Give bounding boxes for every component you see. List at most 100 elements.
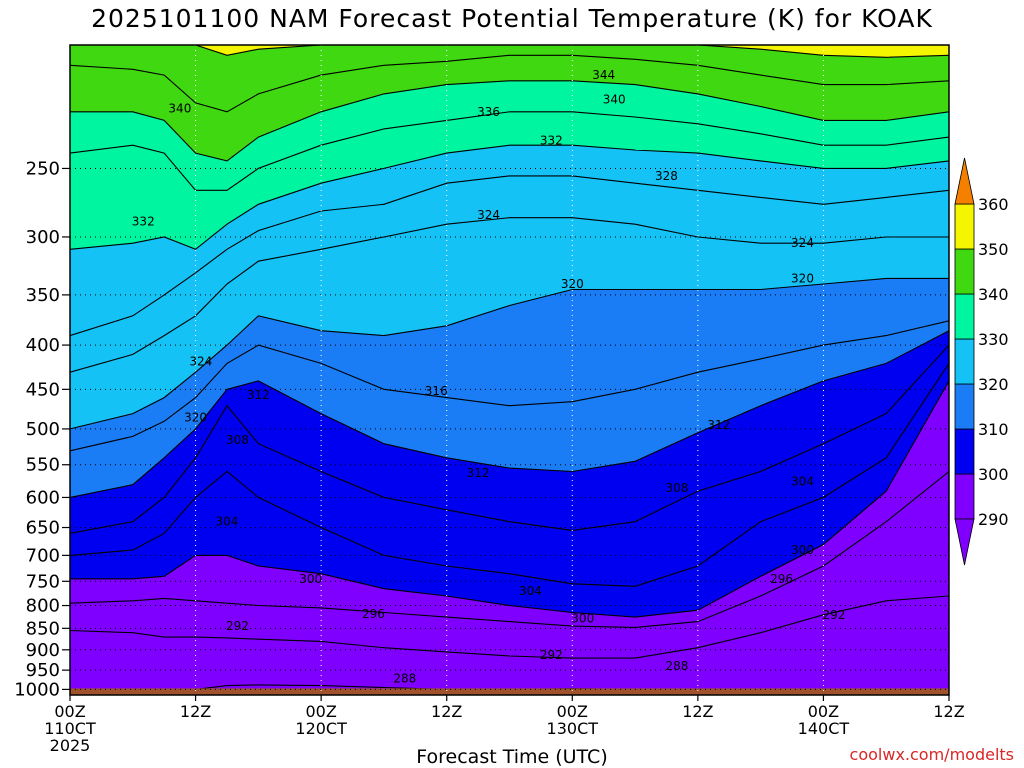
y-tick-label: 250 bbox=[26, 158, 60, 179]
fill-band-324 bbox=[70, 175, 949, 373]
contour-label: 300 bbox=[571, 611, 594, 625]
contour-label: 312 bbox=[467, 466, 490, 480]
x-axis-title: Forecast Time (UTC) bbox=[416, 746, 608, 768]
contour-label: 304 bbox=[519, 584, 542, 598]
colorbar: 290 300 310 320 330 340 350 360 bbox=[954, 157, 1009, 566]
chart-title: 2025101100 NAM Forecast Potential Temper… bbox=[91, 4, 933, 33]
contour-labels: 340 332 336 332 344 340 328 324 324 320 320 324 312 3… bbox=[132, 68, 846, 686]
colorbar-low-arrow bbox=[954, 518, 975, 566]
fill-band-320 bbox=[70, 217, 949, 429]
isentrope-332 bbox=[70, 144, 949, 250]
x-tick-label: 12Z bbox=[933, 702, 964, 721]
colorbar-segment-330 bbox=[954, 293, 975, 340]
contour-label: 300 bbox=[299, 572, 322, 586]
contour-label: 344 bbox=[592, 68, 615, 82]
isentrope-296 bbox=[70, 471, 949, 628]
contour-label: 288 bbox=[665, 659, 688, 673]
contour-label: 312 bbox=[707, 418, 730, 432]
contour-label: 324 bbox=[477, 208, 500, 222]
credit-text: coolwx.com/modelts bbox=[849, 745, 1014, 764]
contour-label: 296 bbox=[770, 572, 793, 586]
y-tick-label: 350 bbox=[26, 285, 60, 306]
contour-label: 328 bbox=[655, 169, 678, 183]
fill-band-332 bbox=[70, 111, 949, 250]
x-tick-label: 120CT bbox=[295, 719, 347, 738]
colorbar-segment-300 bbox=[954, 428, 975, 475]
colorbar-segment-310 bbox=[954, 383, 975, 430]
isentrope-340 bbox=[70, 80, 949, 162]
y-tick-label: 400 bbox=[26, 335, 60, 356]
y-tick-label: 800 bbox=[26, 596, 60, 617]
x-tick-label: 130CT bbox=[547, 719, 599, 738]
isentrope-312 bbox=[70, 330, 949, 498]
contour-label: 320 bbox=[184, 410, 207, 424]
colorbar-label: 350 bbox=[978, 240, 1009, 259]
contour-label: 312 bbox=[247, 388, 270, 402]
contour-label: 304 bbox=[216, 515, 239, 529]
y-tick-label: 900 bbox=[26, 640, 60, 661]
x-tick-label: 00Z bbox=[305, 702, 336, 721]
isentrope-328 bbox=[70, 175, 949, 337]
isentrope-308 bbox=[70, 344, 949, 534]
ground-layer bbox=[70, 688, 949, 695]
contour-label: 292 bbox=[540, 648, 563, 662]
y-tick-label: 450 bbox=[26, 379, 60, 400]
contour-label: 292 bbox=[822, 608, 845, 622]
isentrope-350 bbox=[70, 45, 949, 58]
fill-band-300 bbox=[70, 363, 949, 618]
fill-band-308 bbox=[70, 330, 949, 534]
x-tick-label: 12Z bbox=[431, 702, 462, 721]
colorbar-segment-340 bbox=[954, 248, 975, 295]
fill-band-328 bbox=[70, 145, 949, 336]
contour-label: 320 bbox=[561, 277, 584, 291]
y-tick-label: 550 bbox=[26, 455, 60, 476]
colorbar-label: 290 bbox=[978, 510, 1009, 529]
contour-label: 320 bbox=[791, 271, 814, 285]
plot-frame bbox=[69, 44, 950, 696]
colorbar-high-arrow bbox=[954, 157, 975, 205]
fill-band-292 bbox=[70, 471, 949, 659]
y-axis: 2503003504004505005506006507007508008509… bbox=[14, 158, 70, 700]
colorbar-label: 300 bbox=[978, 465, 1009, 484]
contour-label: 324 bbox=[791, 236, 814, 250]
contour-label: 340 bbox=[603, 92, 626, 106]
fill-band-312 bbox=[70, 320, 949, 498]
x-tick-label: 2025 bbox=[50, 736, 91, 755]
y-tick-label: 850 bbox=[26, 618, 60, 639]
x-tick-label: 12Z bbox=[180, 702, 211, 721]
y-tick-label: 1000 bbox=[14, 679, 60, 700]
theta-fills bbox=[70, 45, 949, 695]
contour-label: 336 bbox=[477, 105, 500, 119]
fill-band-344 bbox=[70, 45, 949, 112]
contour-label: 292 bbox=[226, 619, 249, 633]
contour-label: 340 bbox=[168, 101, 191, 115]
colorbar-segment-350 bbox=[954, 203, 975, 250]
isentrope-324 bbox=[70, 217, 949, 373]
colorbar-label: 360 bbox=[978, 195, 1009, 214]
x-tick-label: 12Z bbox=[682, 702, 713, 721]
contour-label: 288 bbox=[393, 672, 416, 686]
y-tick-label: 950 bbox=[26, 660, 60, 681]
contour-label: 324 bbox=[189, 355, 212, 369]
y-tick-label: 300 bbox=[26, 227, 60, 248]
contour-label: 332 bbox=[540, 133, 563, 147]
colorbar-label: 320 bbox=[978, 375, 1009, 394]
contour-label: 308 bbox=[665, 481, 688, 495]
y-tick-label: 700 bbox=[26, 545, 60, 566]
isentrope-292 bbox=[70, 595, 949, 659]
colorbar-label: 330 bbox=[978, 330, 1009, 349]
contour-label: 308 bbox=[226, 433, 249, 447]
colorbar-label: 310 bbox=[978, 420, 1009, 439]
fill-band-340 bbox=[70, 55, 949, 161]
colorbar-label: 340 bbox=[978, 285, 1009, 304]
y-tick-label: 750 bbox=[26, 571, 60, 592]
contour-label: 296 bbox=[362, 607, 385, 621]
x-tick-label: 110CT bbox=[44, 719, 96, 738]
y-tick-label: 500 bbox=[26, 419, 60, 440]
fill-band-304 bbox=[70, 345, 949, 587]
x-tick-label: 140CT bbox=[798, 719, 850, 738]
isentrope-316 bbox=[70, 320, 949, 452]
y-tick-label: 600 bbox=[26, 487, 60, 508]
